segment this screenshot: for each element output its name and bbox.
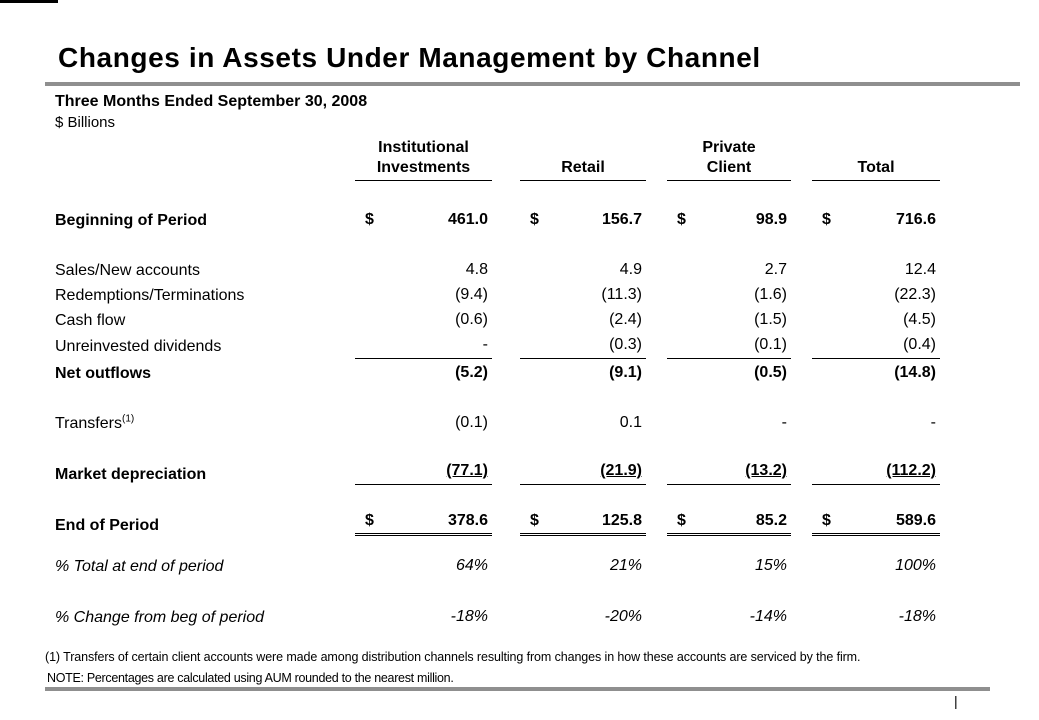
row-cash-flow: Cash flow (0.6) (2.4) (1.5) (4.5) bbox=[55, 308, 942, 333]
cell-value: 21% bbox=[609, 557, 642, 574]
aum-table: Institutional Investments Retail Private… bbox=[55, 138, 942, 628]
cell-value: (0.1) bbox=[754, 336, 787, 353]
cell-value: (77.1) bbox=[446, 462, 488, 479]
row-label: Redemptions/Terminations bbox=[55, 287, 245, 304]
column-header-retail: Retail bbox=[520, 138, 646, 181]
currency-symbol: $ bbox=[365, 512, 374, 529]
cell-value: 85.2 bbox=[755, 512, 787, 529]
cell-value: 378.6 bbox=[447, 512, 488, 529]
cell-value: -18% bbox=[450, 608, 488, 625]
currency-symbol: $ bbox=[365, 211, 374, 228]
row-label: Cash flow bbox=[55, 312, 126, 329]
currency-symbol: $ bbox=[822, 512, 831, 529]
row-redemptions-terminations: Redemptions/Terminations (9.4) (11.3) (1… bbox=[55, 283, 942, 308]
row-label: Sales/New accounts bbox=[55, 262, 200, 279]
row-label: % Change from beg of period bbox=[55, 609, 265, 626]
row-label: Unreinvested dividends bbox=[55, 338, 222, 355]
page-marker: | bbox=[954, 693, 958, 709]
currency-symbol: $ bbox=[530, 211, 539, 228]
footnote-transfers: (1) Transfers of certain client accounts… bbox=[45, 650, 861, 664]
row-net-outflows: Net outflows (5.2) (9.1) (0.5) (14.8) bbox=[55, 362, 942, 384]
bottom-rule bbox=[45, 687, 990, 691]
column-header-private-client: Private Client bbox=[667, 138, 791, 181]
cell-value: (11.3) bbox=[601, 286, 642, 303]
row-transfers: Transfers(1) (0.1) 0.1 - - bbox=[55, 412, 942, 434]
cell-value: (14.8) bbox=[894, 364, 936, 381]
cell-value: 156.7 bbox=[601, 211, 642, 228]
row-label: Beginning of Period bbox=[55, 212, 207, 229]
row-pct-total-at-end: % Total at end of period 64% 21% 15% 100… bbox=[55, 555, 942, 577]
cell-value: (5.2) bbox=[455, 364, 488, 381]
footnote-note: NOTE: Percentages are calculated using A… bbox=[47, 671, 454, 685]
row-label: End of Period bbox=[55, 517, 159, 534]
currency-symbol: $ bbox=[677, 512, 686, 529]
currency-symbol: $ bbox=[822, 211, 831, 228]
row-end-of-period: End of Period $378.6 $125.8 $85.2 $589.6 bbox=[55, 511, 942, 536]
cell-value: 461.0 bbox=[447, 211, 488, 228]
top-left-strip bbox=[0, 0, 58, 3]
cell-value: (21.9) bbox=[600, 462, 642, 479]
column-header-institutional-investments: Institutional Investments bbox=[355, 138, 492, 181]
row-pct-change-from-beg: % Change from beg of period -18% -20% -1… bbox=[55, 606, 942, 628]
cell-value: -14% bbox=[749, 608, 787, 625]
row-beginning-of-period: Beginning of Period $461.0 $156.7 $98.9 … bbox=[55, 209, 942, 231]
cell-value: (13.2) bbox=[745, 462, 787, 479]
cell-value: 100% bbox=[895, 557, 936, 574]
period-subtitle: Three Months Ended September 30, 2008 bbox=[55, 93, 368, 110]
page-title: Changes in Assets Under Management by Ch… bbox=[58, 42, 761, 73]
row-sales-new-accounts: Sales/New accounts 4.8 4.9 2.7 12.4 bbox=[55, 258, 942, 283]
units-label: $ Billions bbox=[55, 114, 116, 131]
cell-value: 4.8 bbox=[465, 261, 488, 278]
cell-value: (0.6) bbox=[455, 311, 488, 328]
row-label: Market depreciation bbox=[55, 466, 207, 483]
cell-value: (4.5) bbox=[903, 311, 936, 328]
cell-value: (9.4) bbox=[455, 286, 488, 303]
cell-value: 125.8 bbox=[601, 512, 642, 529]
cell-value: 589.6 bbox=[895, 512, 936, 529]
cell-value: - bbox=[482, 336, 488, 353]
cell-value: 98.9 bbox=[755, 211, 787, 228]
column-header-total: Total bbox=[812, 138, 940, 181]
row-unreinvested-dividends: Unreinvested dividends - (0.3) (0.1) (0.… bbox=[55, 333, 942, 359]
cell-value: - bbox=[930, 414, 936, 431]
cell-value: (9.1) bbox=[609, 364, 642, 381]
currency-symbol: $ bbox=[530, 512, 539, 529]
header-row: Institutional Investments Retail Private… bbox=[55, 138, 942, 181]
cell-value: (0.4) bbox=[903, 336, 936, 353]
cell-value: (0.5) bbox=[754, 364, 787, 381]
cell-value: 716.6 bbox=[895, 211, 936, 228]
cell-value: -20% bbox=[604, 608, 642, 625]
currency-symbol: $ bbox=[677, 211, 686, 228]
cell-value: -18% bbox=[898, 608, 936, 625]
cell-value: (0.1) bbox=[455, 414, 488, 431]
cell-value: (112.2) bbox=[886, 462, 936, 479]
cell-value: (1.6) bbox=[754, 286, 787, 303]
cell-value: - bbox=[781, 414, 787, 431]
title-rule bbox=[45, 82, 1020, 86]
cell-value: 2.7 bbox=[764, 261, 787, 278]
cell-value: (22.3) bbox=[894, 286, 936, 303]
row-market-depreciation: Market depreciation (77.1) (21.9) (13.2)… bbox=[55, 461, 942, 485]
cell-value: (0.3) bbox=[609, 336, 642, 353]
row-label: Transfers bbox=[55, 415, 122, 432]
cell-value: 0.1 bbox=[619, 414, 642, 431]
cell-value: 64% bbox=[455, 557, 488, 574]
cell-value: 4.9 bbox=[619, 261, 642, 278]
cell-value: (2.4) bbox=[609, 311, 642, 328]
footnote-reference: (1) bbox=[121, 413, 135, 425]
row-label: % Total at end of period bbox=[55, 558, 224, 575]
cell-value: (1.5) bbox=[754, 311, 787, 328]
cell-value: 12.4 bbox=[904, 261, 936, 278]
row-label: Net outflows bbox=[55, 365, 151, 382]
cell-value: 15% bbox=[754, 557, 787, 574]
